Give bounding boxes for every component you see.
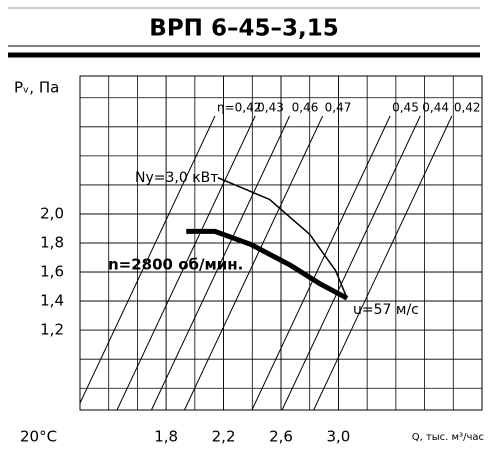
efficiency-line bbox=[281, 115, 421, 411]
efficiency-line bbox=[184, 115, 324, 411]
x-axis-label: Q, тыс. м³/час bbox=[412, 432, 484, 443]
efficiency-line bbox=[79, 115, 216, 404]
y-tick-label: 1,6 bbox=[40, 263, 64, 281]
x-tick-label: 2,6 bbox=[269, 428, 293, 446]
y-tick-label: 2,0 bbox=[40, 204, 64, 222]
x-tick-label: 3,0 bbox=[326, 428, 350, 446]
chart-title: ВРП 6–45–3,15 bbox=[149, 16, 338, 42]
efficiency-label: 0,46 bbox=[292, 101, 319, 115]
velocity-label: u=57 м/с bbox=[353, 302, 419, 318]
x-tick-label: 1,8 bbox=[154, 428, 178, 446]
power-curve bbox=[217, 176, 348, 299]
efficiency-label: 0,42 bbox=[454, 101, 481, 115]
efficiency-label: 0,45 bbox=[392, 101, 419, 115]
pressure-curve bbox=[186, 228, 349, 301]
y-tick-label: 1,4 bbox=[40, 292, 64, 310]
y-axis-label: Pᵥ, Па bbox=[14, 79, 59, 97]
efficiency-line bbox=[150, 115, 291, 411]
efficiency-label: 0,44 bbox=[422, 101, 449, 115]
efficiency-line bbox=[116, 115, 256, 411]
series-label: n=2800 об/мин. bbox=[108, 256, 243, 274]
temperature-label: 20°C bbox=[20, 428, 57, 446]
series-label: Nу=3,0 кВт bbox=[135, 170, 218, 186]
efficiency-label: η=0,42 bbox=[217, 101, 261, 115]
y-tick-label: 1,2 bbox=[40, 321, 64, 339]
efficiency-line bbox=[251, 115, 391, 411]
y-tick-label: 1,8 bbox=[40, 234, 64, 252]
x-tick-label: 2,2 bbox=[212, 428, 236, 446]
efficiency-label: 0,43 bbox=[257, 101, 284, 115]
efficiency-label: 0,47 bbox=[325, 101, 352, 115]
efficiency-line bbox=[313, 115, 453, 411]
